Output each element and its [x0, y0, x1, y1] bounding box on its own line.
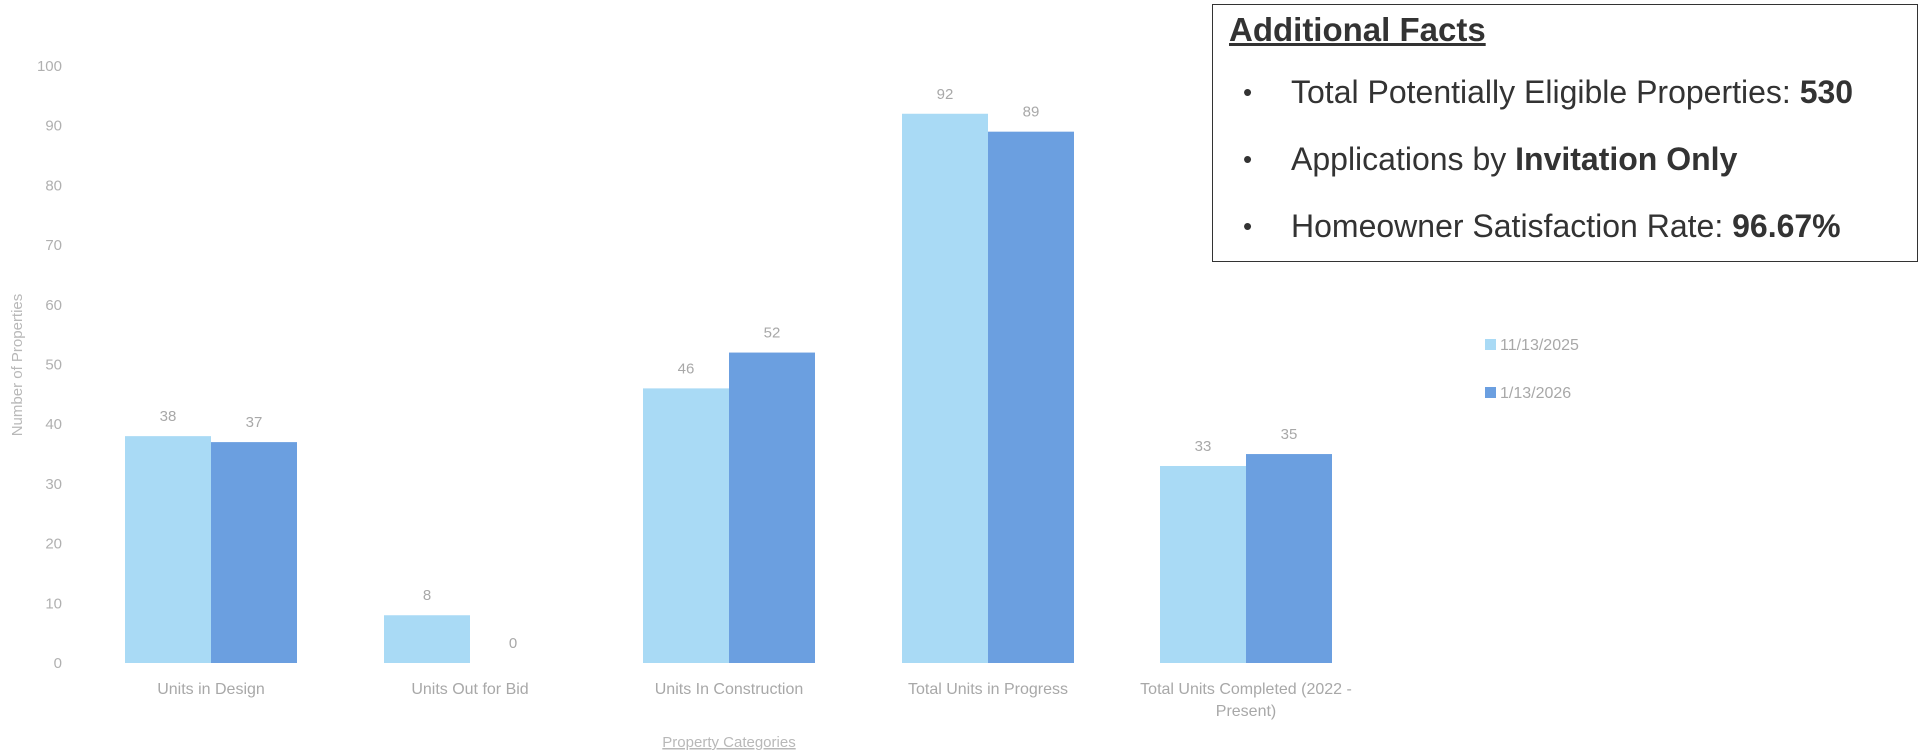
y-tick-label: 10 [45, 595, 62, 612]
x-axis-title: Property Categories [662, 734, 795, 751]
legend-label: 11/13/2025 [1500, 337, 1579, 354]
y-tick-label: 40 [45, 416, 62, 433]
fact-text: Total Potentially Eligible Properties: [1291, 74, 1800, 110]
y-tick-label: 0 [54, 655, 62, 672]
fact-text: Homeowner Satisfaction Rate: [1291, 208, 1733, 244]
y-tick-label: 100 [37, 58, 62, 75]
y-tick-label: 90 [45, 118, 62, 135]
data-labels: 38 37 8 0 46 52 92 89 33 35 [160, 86, 1298, 652]
bars [125, 113, 1332, 664]
fact-item: • Total Potentially Eligible Properties: … [1229, 59, 1901, 126]
bar-series1 [643, 388, 729, 663]
category-label: Total Units Completed (2022 - [1140, 681, 1352, 698]
facts-title: Additional Facts [1229, 11, 1486, 48]
data-label: 92 [937, 86, 954, 103]
category-label: Units Out for Bid [411, 681, 528, 698]
legend: 11/13/2025 1/13/2026 [1485, 337, 1579, 402]
fact-value: 96.67% [1732, 208, 1841, 244]
legend-label: 1/13/2026 [1500, 385, 1571, 402]
facts-list: • Total Potentially Eligible Properties: … [1229, 59, 1901, 260]
y-axis-title: Number of Properties [9, 294, 26, 437]
bar-series1 [384, 615, 470, 663]
data-label: 46 [678, 360, 695, 377]
y-tick-label: 20 [45, 536, 62, 553]
bar-series2 [211, 442, 297, 663]
bar-series1 [125, 436, 211, 663]
bullet-icon: • [1243, 211, 1253, 241]
bullet-icon: • [1243, 144, 1253, 174]
data-label: 8 [423, 587, 431, 604]
category-label: Units in Design [157, 681, 265, 698]
data-label: 52 [764, 325, 781, 342]
fact-value: 530 [1799, 74, 1854, 110]
data-label: 35 [1281, 426, 1298, 443]
bar-series2 [729, 352, 815, 663]
bar-series1 [902, 113, 988, 663]
additional-facts-box: Additional Facts • Total Potentially Elig… [1212, 4, 1918, 262]
y-tick-label: 70 [45, 237, 62, 254]
bar-series2 [1246, 454, 1332, 663]
data-label: 33 [1195, 438, 1212, 455]
category-label: Total Units in Progress [908, 681, 1068, 698]
data-label: 0 [509, 635, 517, 652]
bullet-icon: • [1243, 77, 1253, 107]
bar-series1 [1160, 465, 1246, 663]
fact-item: • Applications by Invitation Only [1229, 126, 1901, 193]
y-tick-label: 60 [45, 297, 62, 314]
category-label: Present) [1216, 703, 1276, 720]
legend-swatch [1485, 339, 1496, 350]
fact-item: • Homeowner Satisfaction Rate: 96.67% [1229, 193, 1901, 260]
data-label: 89 [1023, 104, 1040, 121]
category-label: Units In Construction [655, 681, 804, 698]
data-label: 38 [160, 408, 177, 425]
legend-swatch [1485, 387, 1496, 398]
y-tick-label: 80 [45, 177, 62, 194]
y-tick-label: 30 [45, 476, 62, 493]
fact-value: Invitation Only [1515, 141, 1738, 177]
y-tick-label: 50 [45, 357, 62, 374]
fact-text: Applications by [1291, 141, 1516, 177]
category-labels: Units in Design Units Out for Bid Units In… [157, 681, 1352, 720]
y-axis-ticks: 0 10 20 30 40 50 60 70 80 90 100 [37, 58, 62, 672]
data-label: 37 [246, 414, 263, 431]
bar-series2 [988, 131, 1074, 664]
